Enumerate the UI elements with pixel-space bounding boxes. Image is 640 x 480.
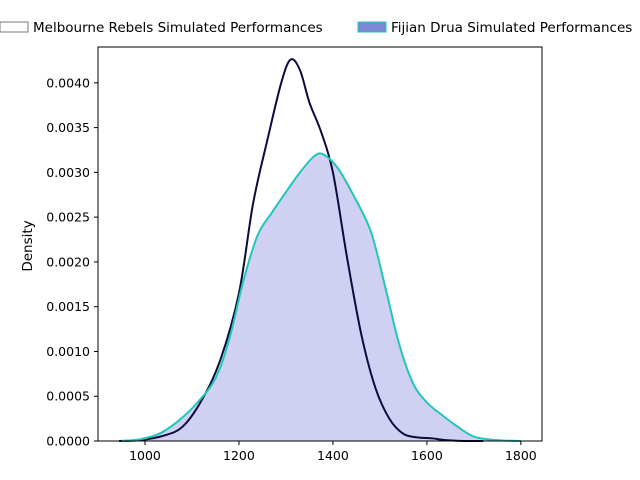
y-axis-label: Density [20, 220, 36, 271]
y-tick-label: 0.0015 [46, 299, 90, 314]
y-axis: 0.0000 0.0005 0.0010 0.0015 0.0020 0.0025 0.00… [46, 75, 98, 449]
legend-swatch-2 [357, 21, 387, 33]
legend: Melbourne Rebels Simulated Performances F… [0, 20, 632, 36]
y-tick-label: 0.0005 [46, 389, 90, 404]
x-axis: 1000 1200 1400 1600 1800 [129, 441, 537, 463]
y-tick-label: 0.0020 [46, 254, 90, 269]
series-1-line [119, 58, 484, 442]
y-tick-label: 0.0000 [46, 434, 90, 449]
legend-label-2: Fijian Drua Simulated Performances [391, 20, 632, 36]
y-tick-label: 0.0040 [46, 75, 90, 90]
x-tick-label: 1400 [317, 448, 349, 463]
x-tick-label: 1800 [505, 448, 537, 463]
y-tick-label: 0.0035 [46, 120, 90, 135]
y-tick-label: 0.0030 [46, 165, 90, 180]
y-tick-label: 0.0025 [46, 210, 90, 225]
series-2-area [121, 153, 521, 442]
legend-label-1: Melbourne Rebels Simulated Performances [33, 20, 323, 36]
x-tick-label: 1000 [129, 448, 161, 463]
y-tick-label: 0.0010 [46, 344, 90, 359]
legend-swatch-1 [0, 21, 29, 33]
series-2-line [121, 152, 521, 442]
plot-area [97, 46, 543, 442]
x-tick-label: 1600 [411, 448, 443, 463]
x-tick-label: 1200 [223, 448, 255, 463]
plot-frame [97, 46, 543, 442]
